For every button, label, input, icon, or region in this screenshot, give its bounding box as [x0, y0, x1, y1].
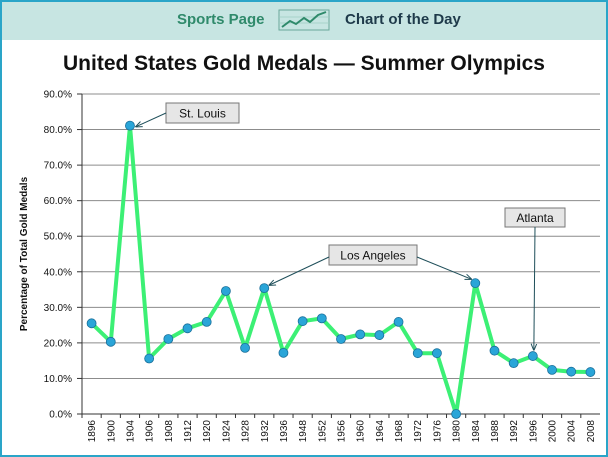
x-tick-label: 1988 [490, 420, 501, 443]
data-point [278, 347, 289, 358]
x-tick-labels: 1896 1900 1904 1906 1908 1912 1920 1924 1928 1932… [81, 414, 597, 443]
data-point [451, 409, 462, 419]
banner-right-label: Chart of the Day [345, 11, 461, 28]
y-tick-label: 50.0% [44, 232, 72, 243]
data-point [489, 345, 500, 356]
x-tick-label: 1992 [509, 420, 520, 443]
x-tick-label: 2004 [567, 420, 578, 443]
x-tick-label: 1908 [164, 420, 175, 443]
annotation-arrow [269, 256, 330, 285]
x-tick-label: 1964 [375, 420, 386, 443]
data-point [336, 334, 346, 344]
data-point [393, 317, 404, 327]
y-tick-label: 0.0% [49, 410, 72, 421]
y-tick-label: 40.0% [44, 267, 72, 278]
x-tick-label: 2000 [548, 420, 559, 443]
x-tick-label: 1928 [241, 420, 252, 443]
x-tick-label: 2008 [586, 420, 597, 443]
data-point [316, 313, 327, 324]
y-tick-labels: 0.0% 10.0% 20.0% 30.0% 40.0% 50.0% 60.0% 70.0% 8… [44, 90, 82, 421]
y-tick-label: 60.0% [44, 196, 72, 207]
x-tick-label: 1936 [279, 420, 290, 443]
data-point [105, 336, 116, 347]
data-point [297, 316, 308, 327]
data-point [86, 318, 97, 329]
x-tick-label: 1984 [471, 420, 482, 443]
x-tick-label: 1952 [317, 420, 328, 443]
annotation-arrow [416, 256, 471, 279]
y-tick-label: 30.0% [44, 303, 72, 314]
data-point [125, 120, 135, 131]
x-tick-label: 1972 [413, 420, 424, 443]
y-axis-label: Percentage of Total Gold Medals [19, 176, 30, 331]
data-point [527, 351, 538, 361]
data-point [220, 286, 231, 296]
y-tick-label: 20.0% [44, 338, 72, 349]
annotation-los-angeles-label: Los Angeles [340, 249, 405, 263]
data-point [432, 348, 442, 359]
data-point [508, 358, 519, 369]
data-point [412, 348, 423, 359]
x-tick-label: 1980 [452, 420, 463, 443]
trend-chart-icon [278, 9, 330, 31]
x-tick-label: 1904 [125, 420, 136, 443]
data-point [163, 334, 174, 344]
x-tick-label: 1960 [356, 420, 367, 443]
annotation-arrow [136, 112, 167, 127]
data-point [240, 342, 250, 353]
annotation-atlanta-label: Atlanta [516, 211, 554, 225]
chart-title: United States Gold Medals — Summer Olymp… [63, 52, 545, 75]
y-tick-label: 70.0% [44, 161, 72, 172]
series-united-states [86, 120, 596, 419]
x-tick-label: 1906 [145, 420, 156, 443]
data-point [566, 366, 577, 377]
x-tick-label: 1932 [260, 420, 271, 443]
data-point [201, 317, 212, 327]
x-tick-label: 1912 [183, 420, 194, 443]
annotation-arrow [534, 226, 535, 350]
banner: Sports Page Chart of the Day [2, 2, 606, 40]
x-tick-label: 1968 [394, 420, 405, 443]
data-point [374, 330, 385, 340]
annotation-los-angeles-box [328, 244, 418, 266]
x-tick-label: 1996 [528, 420, 539, 443]
axes [81, 94, 600, 415]
annotations: St. Louis Los Angeles Atlanta [136, 102, 566, 350]
x-tick-label: 1948 [298, 420, 309, 443]
x-tick-label: 1956 [337, 420, 348, 443]
y-tick-label: 90.0% [44, 90, 72, 101]
data-point [144, 353, 155, 364]
annotation-st-louis-label: St. Louis [179, 107, 226, 121]
y-tick-label: 10.0% [44, 374, 72, 385]
data-point [585, 367, 596, 377]
x-tick-label: 1920 [202, 420, 213, 443]
banner-left-label: Sports Page [177, 11, 265, 28]
data-point [470, 278, 481, 289]
x-tick-label: 1976 [432, 420, 443, 443]
data-point [259, 283, 270, 294]
x-tick-label: 1896 [87, 420, 98, 443]
x-tick-label: 1900 [106, 420, 117, 443]
x-tick-label: 1924 [221, 420, 232, 443]
data-point [182, 323, 193, 334]
data-point [547, 365, 557, 375]
y-tick-label: 80.0% [44, 125, 72, 136]
data-point [355, 329, 366, 340]
series-line [90, 123, 591, 416]
